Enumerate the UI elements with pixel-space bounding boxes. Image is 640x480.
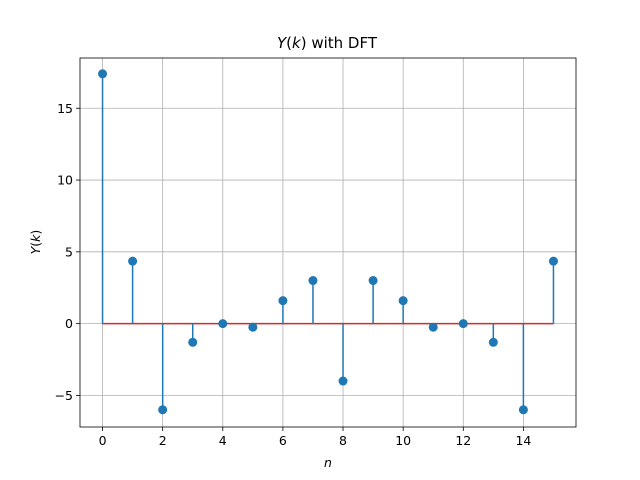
x-tick-label: 10 (395, 433, 411, 448)
y-tick-label: 0 (65, 316, 73, 331)
stem-marker (488, 337, 498, 347)
y-tick-label: 5 (65, 244, 73, 259)
y-axis-label: Y(k) (28, 230, 43, 255)
chart-title-var: Y (277, 34, 288, 52)
stem-marker (158, 405, 168, 415)
stem-marker (368, 276, 378, 286)
stem-marker (428, 322, 438, 332)
x-axis-ticks: 0 2 4 6 8 10 12 14 (99, 427, 531, 448)
stem-marker (98, 69, 108, 79)
x-tick-label: 14 (515, 433, 531, 448)
stem-marker (218, 319, 228, 329)
stem-marker (248, 322, 258, 332)
y-tick-label: −5 (55, 388, 73, 403)
stem-marker (518, 405, 528, 415)
stem-marker (128, 256, 138, 266)
x-tick-label: 4 (219, 433, 227, 448)
plot-frame (79, 57, 577, 428)
y-tick-label: 15 (57, 101, 73, 116)
chart-title-rest: with DFT (307, 34, 378, 52)
stem-marker (188, 337, 198, 347)
chart-title-close: ) (301, 34, 307, 52)
stems (98, 69, 558, 415)
grid (80, 58, 576, 427)
stem-marker (458, 319, 468, 329)
y-axis-label-arg: k (28, 234, 43, 242)
chart-title: Y(k) with DFT (277, 34, 378, 52)
y-axis-label-var: Y (28, 245, 43, 254)
x-tick-label: 6 (279, 433, 287, 448)
x-tick-label: 2 (159, 433, 167, 448)
stem-marker (278, 296, 288, 306)
stem-marker (548, 256, 558, 266)
chart-title-arg: k (292, 34, 302, 52)
x-axis-label: n (324, 455, 332, 470)
x-tick-label: 8 (339, 433, 347, 448)
stem-marker (398, 296, 408, 306)
stem-marker (338, 376, 348, 386)
x-tick-label: 0 (99, 433, 107, 448)
y-axis-ticks: −5 0 5 10 15 (55, 101, 80, 403)
y-tick-label: 10 (57, 173, 73, 188)
stem-marker (308, 276, 318, 286)
chart-title-open: ( (286, 34, 292, 52)
x-tick-label: 12 (455, 433, 471, 448)
